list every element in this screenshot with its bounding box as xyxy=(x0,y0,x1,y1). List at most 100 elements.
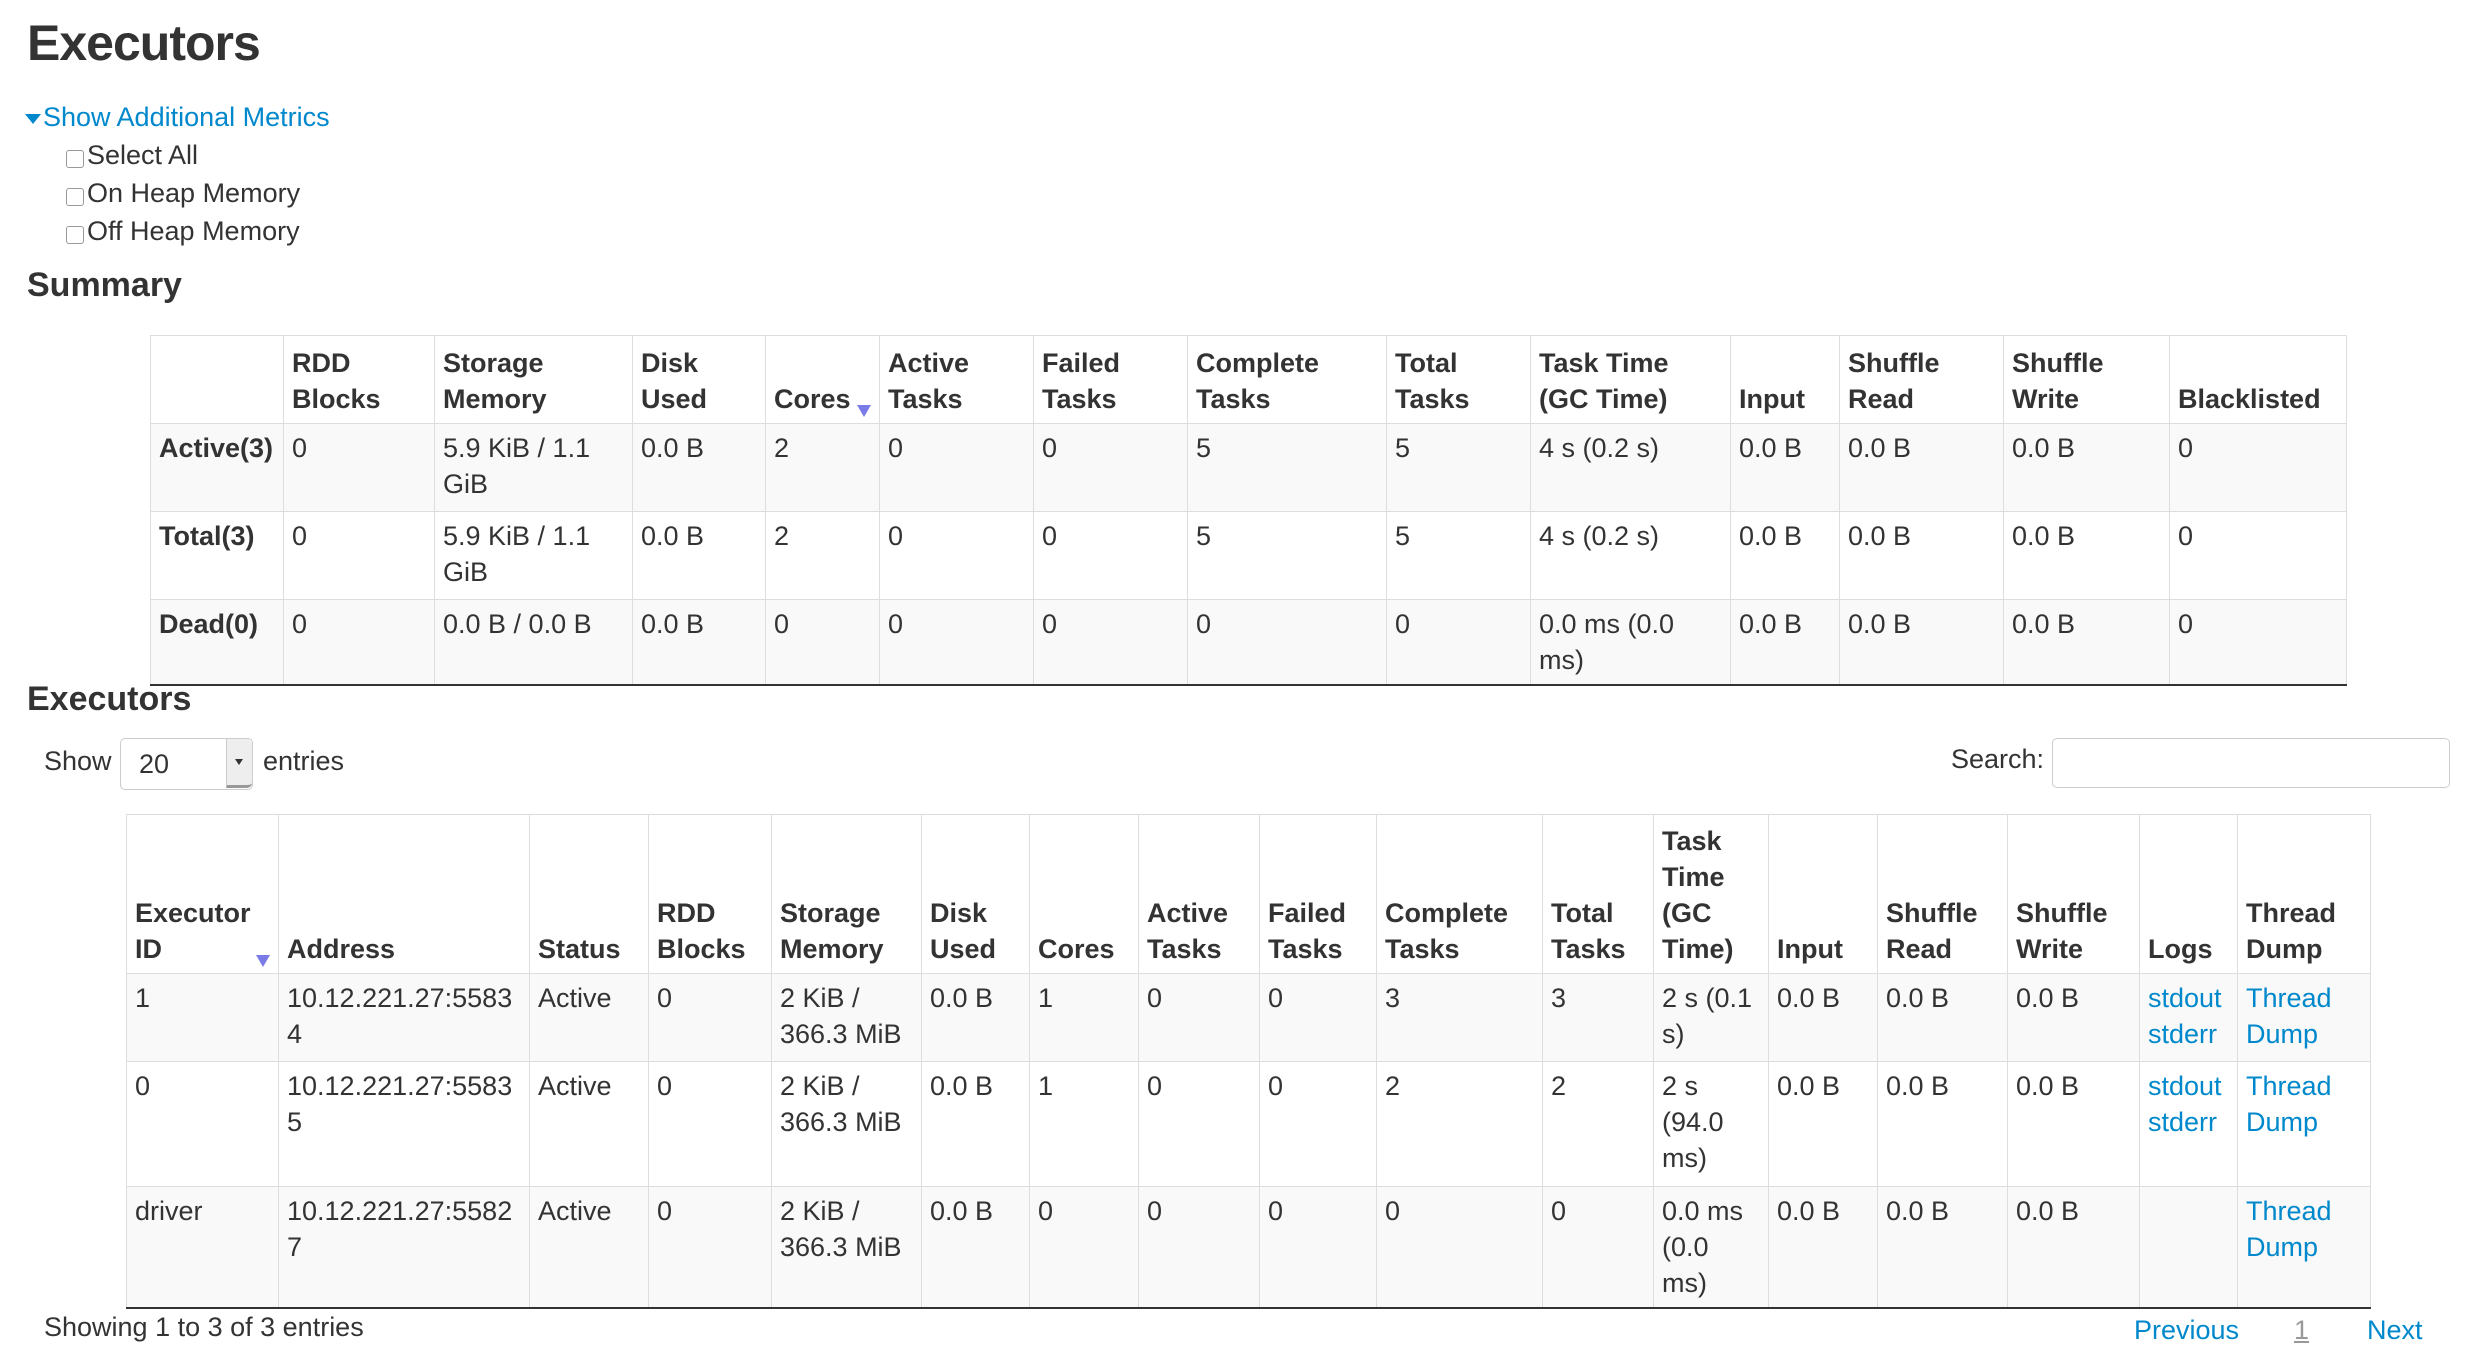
chevron-down-icon[interactable] xyxy=(226,739,252,788)
column-header-complete-tasks[interactable]: Complete Tasks xyxy=(1187,335,1387,424)
thread-dump-link[interactable]: Thread Dump xyxy=(2246,983,2332,1049)
column-header-row-label[interactable] xyxy=(150,335,284,424)
thread-dump-cell: Thread Dump xyxy=(2237,1061,2371,1187)
table-cell: 0.0 B xyxy=(1730,599,1840,686)
checkbox-label: Select All xyxy=(87,140,199,170)
table-cell: 0 xyxy=(1033,599,1188,686)
summary-table: RDD Blocks Storage Memory Disk Used Cores Ac… xyxy=(150,335,2347,686)
column-header-complete-tasks[interactable]: Complete Tasks xyxy=(1376,814,1543,974)
select-all-checkbox-row[interactable]: Select All xyxy=(66,140,198,171)
column-header-executor-id[interactable]: Executor ID xyxy=(126,814,279,974)
off-heap-memory-checkbox[interactable] xyxy=(66,225,84,244)
table-cell: 0.0 B xyxy=(1768,1061,1878,1187)
column-header-thread-dump[interactable]: Thread Dump xyxy=(2237,814,2371,974)
column-header-disk-used[interactable]: Disk Used xyxy=(921,814,1030,974)
previous-page-button[interactable]: Previous xyxy=(2134,1315,2240,1345)
table-cell: 0 xyxy=(1376,1186,1543,1309)
off-heap-memory-checkbox-row[interactable]: Off Heap Memory xyxy=(66,216,300,247)
log-link-stderr[interactable]: stderr xyxy=(2148,1019,2218,1049)
on-heap-memory-checkbox-row[interactable]: On Heap Memory xyxy=(66,178,300,209)
table-cell: 0.0 B xyxy=(1877,973,2008,1062)
page-size-value: 20 xyxy=(139,749,170,779)
select-all-checkbox[interactable] xyxy=(66,149,84,168)
column-header-shuffle-write[interactable]: Shuffle Write xyxy=(2007,814,2140,974)
column-header-total-tasks[interactable]: Total Tasks xyxy=(1542,814,1654,974)
table-cell: 5.9 KiB / 1.1 GiB xyxy=(434,423,633,512)
column-header-input[interactable]: Input xyxy=(1768,814,1878,974)
toggle-label: Show Additional Metrics xyxy=(43,102,330,132)
table-cell: 0 xyxy=(2169,423,2347,512)
table-cell: 4 s (0.2 s) xyxy=(1530,511,1731,600)
table-cell: 0.0 B xyxy=(2003,423,2170,512)
executors-table: Executor ID Address Status RDD Blocks Storag… xyxy=(126,814,2371,1309)
table-cell: 0 xyxy=(1259,973,1377,1062)
table-cell: 2 xyxy=(765,423,880,512)
page-size-select[interactable]: 20 xyxy=(120,738,253,790)
table-cell: 0 xyxy=(879,511,1034,600)
column-header-failed-tasks[interactable]: Failed Tasks xyxy=(1259,814,1377,974)
column-header-storage-memory[interactable]: Storage Memory xyxy=(771,814,922,974)
column-header-cores[interactable]: Cores xyxy=(765,335,880,424)
row-label: Active(3) xyxy=(150,423,284,512)
table-cell: 10.12.221.27:55834 xyxy=(278,973,530,1062)
column-header-cores[interactable]: Cores xyxy=(1029,814,1139,974)
table-cell: 1 xyxy=(1029,973,1139,1062)
table-cell: 2 KiB / 366.3 MiB xyxy=(771,1061,922,1187)
table-cell: 5 xyxy=(1187,423,1387,512)
summary-header-row: RDD Blocks Storage Memory Disk Used Cores Ac… xyxy=(150,335,2347,424)
log-link-stderr[interactable]: stderr xyxy=(2148,1107,2218,1137)
table-cell: 0.0 B xyxy=(921,1061,1030,1187)
search-label: Search: xyxy=(1951,744,2045,774)
show-additional-metrics-toggle[interactable]: Show Additional Metrics xyxy=(25,102,330,133)
column-header-input[interactable]: Input xyxy=(1730,335,1840,424)
log-link-stdout[interactable]: stdout xyxy=(2148,983,2222,1013)
column-header-active-tasks[interactable]: Active Tasks xyxy=(879,335,1034,424)
table-cell: 0 xyxy=(1138,973,1260,1062)
column-header-storage-memory[interactable]: Storage Memory xyxy=(434,335,633,424)
row-label: Dead(0) xyxy=(150,599,284,686)
table-cell: 0.0 B xyxy=(1877,1061,2008,1187)
next-page-button[interactable]: Next xyxy=(2367,1315,2423,1345)
table-cell: 0 xyxy=(765,599,880,686)
executors-heading: Executors xyxy=(27,680,192,718)
table-cell: 0.0 B xyxy=(921,1186,1030,1309)
column-header-total-tasks[interactable]: Total Tasks xyxy=(1386,335,1531,424)
column-header-rdd-blocks[interactable]: RDD Blocks xyxy=(648,814,772,974)
table-cell: 0 xyxy=(648,973,772,1062)
column-header-shuffle-read[interactable]: Shuffle Read xyxy=(1877,814,2008,974)
column-header-shuffle-read[interactable]: Shuffle Read xyxy=(1839,335,2004,424)
column-header-failed-tasks[interactable]: Failed Tasks xyxy=(1033,335,1188,424)
column-header-address[interactable]: Address xyxy=(278,814,530,974)
column-header-disk-used[interactable]: Disk Used xyxy=(632,335,766,424)
table-cell: 0.0 B xyxy=(2003,511,2170,600)
column-header-active-tasks[interactable]: Active Tasks xyxy=(1138,814,1260,974)
column-header-task-time-gc-time[interactable]: Task Time (GC Time) xyxy=(1653,814,1769,974)
table-cell: 0 xyxy=(1542,1186,1654,1309)
column-header-rdd-blocks[interactable]: RDD Blocks xyxy=(283,335,435,424)
table-cell: 0.0 B xyxy=(1730,423,1840,512)
checkbox-label: On Heap Memory xyxy=(87,178,301,208)
sort-asc-icon xyxy=(256,955,270,967)
column-header-logs[interactable]: Logs xyxy=(2139,814,2238,974)
column-header-blacklisted[interactable]: Blacklisted xyxy=(2169,335,2347,424)
search-input[interactable] xyxy=(2052,738,2450,788)
table-cell: 0.0 B xyxy=(632,423,766,512)
page-1-button[interactable]: 1 xyxy=(2294,1315,2310,1345)
column-header-status[interactable]: Status xyxy=(529,814,649,974)
thread-dump-link[interactable]: Thread Dump xyxy=(2246,1071,2332,1137)
table-cell: 0.0 B / 0.0 B xyxy=(434,599,633,686)
log-link-stdout[interactable]: stdout xyxy=(2148,1071,2222,1101)
table-cell: 2 s (94.0 ms) xyxy=(1653,1061,1769,1187)
on-heap-memory-checkbox[interactable] xyxy=(66,187,84,206)
thread-dump-link[interactable]: Thread Dump xyxy=(2246,1196,2332,1262)
column-header-shuffle-write[interactable]: Shuffle Write xyxy=(2003,335,2170,424)
table-cell: 0 xyxy=(283,511,435,600)
table-cell: 0 xyxy=(283,423,435,512)
table-cell: 0 xyxy=(2169,511,2347,600)
table-cell: Active xyxy=(529,1061,649,1187)
table-cell: 2 xyxy=(765,511,880,600)
table-cell: 3 xyxy=(1542,973,1654,1062)
column-header-task-time-gc-time[interactable]: Task Time (GC Time) xyxy=(1530,335,1731,424)
